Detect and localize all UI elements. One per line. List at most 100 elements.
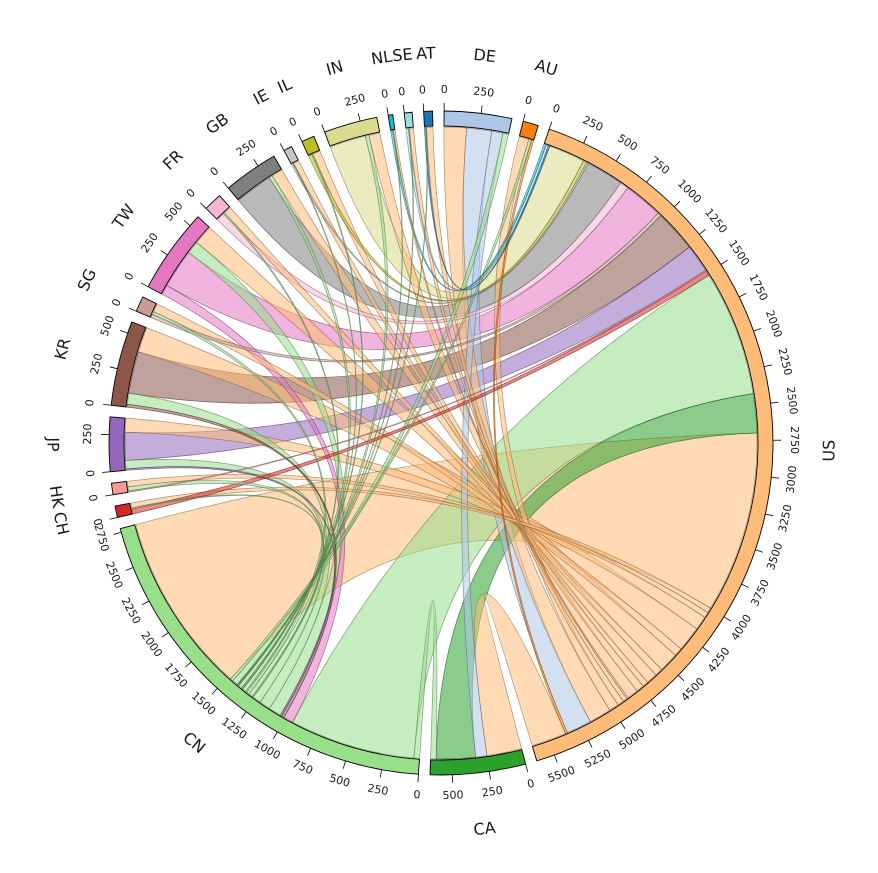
tick-label-GB-0: 0 [208, 164, 222, 178]
tick-label-SE-0: 0 [398, 85, 406, 99]
tick-label-US-3250: 3250 [776, 503, 795, 533]
tick-label-TW-0: 0 [122, 270, 137, 282]
country-label-CH: CH [50, 510, 73, 537]
tick-CH-0 [109, 517, 118, 520]
tick-CN-1250 [241, 711, 247, 719]
tick-US-1750 [738, 292, 747, 298]
tick-label-US-1250: 1250 [702, 206, 730, 236]
segment-arc-SG [135, 296, 157, 318]
country-label-AU: AU [533, 55, 560, 79]
ribbon-DE-CA [461, 130, 504, 758]
tick-label-FR-0: 0 [184, 186, 198, 200]
tick-label-CN-2000: 2000 [138, 629, 165, 659]
tick-label-US-500: 500 [615, 132, 640, 154]
tick-label-CN-1500: 1500 [189, 689, 218, 717]
tick-US-4750 [650, 700, 657, 707]
segment-arc-DE [443, 110, 513, 134]
tick-CN-1000 [273, 731, 278, 740]
tick-label-JP-250: 250 [81, 423, 95, 444]
tick-label-DE-0: 0 [441, 83, 448, 96]
tick-US-4500 [677, 674, 685, 682]
tick-US-500 [615, 153, 621, 162]
country-label-NL: NL [370, 47, 394, 69]
tick-label-TW-500: 500 [162, 199, 186, 223]
tick-label-TW-250: 250 [138, 230, 161, 255]
tick-SG-0 [128, 307, 137, 312]
tick-label-HK-0: 0 [86, 493, 100, 502]
tick-label-AT-0: 0 [419, 83, 427, 96]
ribbon-CN-CH [131, 494, 325, 698]
tick-KR-250 [109, 366, 118, 370]
country-label-IN: IN [324, 56, 345, 79]
tick-label-US-3750: 3750 [748, 577, 772, 608]
tick-CA-0 [525, 763, 529, 772]
ribbon-US-CA [474, 593, 566, 757]
tick-label-US-5250: 5250 [582, 747, 613, 771]
ribbon-KR-CN [126, 403, 337, 718]
country-label-CN: CN [179, 728, 209, 757]
tick-HK-0 [105, 494, 114, 497]
tick-label-CN-2500: 2500 [103, 560, 126, 591]
tick-label-US-4750: 4750 [649, 702, 679, 730]
country-label-SE: SE [391, 44, 413, 65]
tick-label-AU-0: 0 [524, 93, 534, 107]
tick-label-CN-1750: 1750 [162, 661, 190, 691]
segment-arc-US [531, 128, 774, 762]
tick-label-KR-500: 500 [98, 314, 117, 338]
country-label-FR: FR [159, 146, 187, 174]
tick-label-US-5000: 5000 [617, 726, 648, 752]
tick-label-GB-250: 250 [234, 137, 259, 159]
tick-KR-0 [103, 403, 112, 406]
ribbon-CN-IE [241, 162, 357, 690]
tick-US-3500 [755, 549, 764, 553]
tick-label-CN-0: 0 [413, 788, 421, 801]
ribbons-layer [124, 126, 758, 760]
ribbon-SG-US [150, 212, 662, 363]
tick-IN-250 [357, 113, 361, 122]
tick-label-CN-1250: 1250 [219, 715, 249, 742]
tick-CN-1500 [211, 688, 218, 695]
country-label-JP: JP [43, 436, 62, 452]
country-label-HK: HK [46, 484, 68, 509]
country-label-TW: TW [108, 200, 139, 233]
tick-US-3250 [765, 513, 774, 517]
ribbon-CN-AU [230, 138, 532, 682]
tick-CA-250 [488, 771, 491, 780]
tick-CN-2000 [161, 632, 169, 638]
ribbon-CN-NL [237, 130, 403, 687]
tick-label-IE-0: 0 [268, 124, 280, 139]
segment-arc-IN [324, 116, 381, 147]
tick-IE-0 [279, 143, 285, 151]
tick-US-4250 [702, 646, 710, 653]
tick-US-5250 [588, 740, 593, 748]
segment-arc-KR [110, 321, 147, 408]
segment-arc-GB [227, 155, 283, 201]
tick-CN-2500 [125, 567, 134, 571]
tick-CN-0 [417, 774, 419, 783]
tick-label-CN-500: 500 [328, 771, 352, 789]
ribbon-JP-CN [125, 466, 336, 717]
tick-US-2500 [770, 401, 779, 404]
tick-label-CA-250: 250 [481, 784, 504, 800]
tick-label-CN-750: 750 [290, 757, 314, 777]
tick-label-KR-250: 250 [88, 352, 105, 375]
tick-US-1250 [699, 229, 706, 235]
ribbon-CN-CA [413, 600, 438, 760]
tick-label-US-750: 750 [648, 154, 673, 177]
tick-DE-250 [480, 105, 483, 114]
tick-label-US-2250: 2250 [775, 347, 794, 377]
tick-US-4000 [723, 616, 731, 622]
tick-CN-2750 [113, 531, 122, 535]
tick-TW-0 [140, 282, 149, 288]
tick-US-1000 [674, 200, 681, 208]
tick-CN-2250 [141, 600, 150, 606]
tick-US-2000 [753, 327, 762, 332]
tick-TW-250 [160, 250, 168, 256]
tick-CN-750 [307, 748, 311, 756]
tick-AU-0 [522, 113, 526, 122]
tick-label-JP-0: 0 [83, 469, 97, 477]
ribbon-TW-CN [161, 285, 345, 723]
ribbon-HK-US [128, 269, 707, 493]
tick-label-US-3000: 3000 [784, 465, 800, 494]
